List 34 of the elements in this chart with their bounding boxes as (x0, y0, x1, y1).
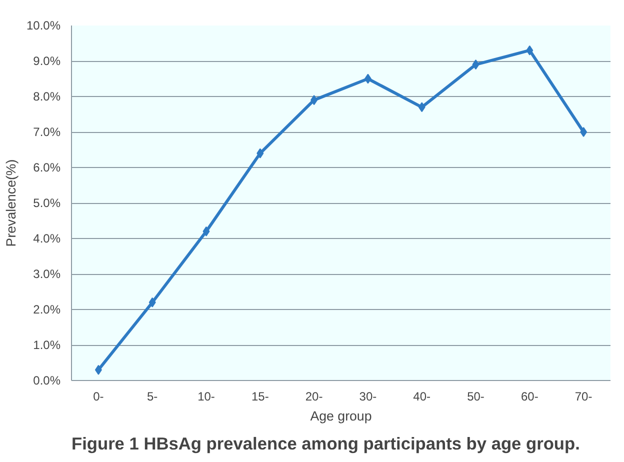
point (256, 148, 264, 158)
x-tick-label: 20- (305, 390, 323, 404)
y-tick-label: 5.0% (33, 196, 61, 210)
x-axis-title: Age group (310, 408, 372, 424)
x-tick-label: 30- (359, 390, 377, 404)
y-tick-label: 4.0% (33, 232, 61, 246)
x-tick-label: 5- (147, 390, 158, 404)
x-tick-label: 0- (93, 390, 104, 404)
y-tick-label: 9.0% (33, 54, 61, 68)
x-tick-label: 60- (520, 390, 538, 404)
point (418, 102, 426, 112)
y-tick-label: 3.0% (33, 267, 61, 281)
x-tick-label: 70- (574, 390, 592, 404)
y-tick-label: 8.0% (33, 90, 61, 104)
y-tick-label: 2.0% (33, 302, 61, 316)
y-tick-label: 7.0% (33, 125, 61, 139)
point (148, 297, 156, 308)
x-tick-label: 10- (198, 390, 215, 404)
y-tick-label: 0.0% (33, 374, 61, 388)
y-tick-label: 6.0% (33, 160, 61, 174)
point (310, 95, 318, 106)
x-tick-label: 50- (467, 390, 484, 404)
y-tick-label: 10.0% (26, 18, 61, 32)
point (364, 74, 372, 84)
text: Figure 1 HBsAg prevalence among participants by age group. (72, 434, 580, 454)
point (202, 226, 210, 236)
point (580, 127, 588, 137)
x-tick-label: 15- (251, 390, 269, 404)
x-tick-label: 40- (413, 390, 431, 404)
point (472, 60, 480, 70)
y-axis-title: Prevalence(%) (3, 159, 18, 247)
point (94, 364, 102, 375)
point (526, 45, 534, 56)
y-tick-label: 1.0% (33, 338, 61, 352)
